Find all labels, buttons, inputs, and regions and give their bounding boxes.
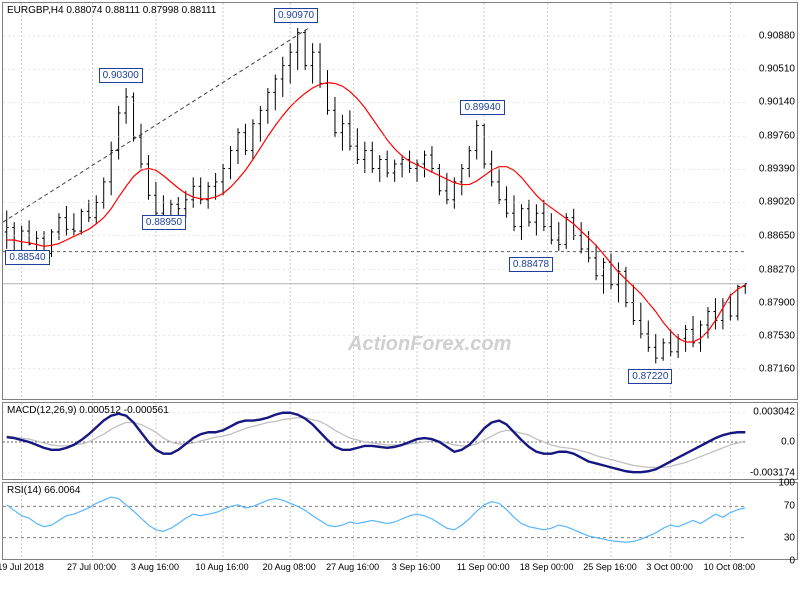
macd-label: MACD(12,26,9) <box>7 405 76 416</box>
y-tick: 0.89020 <box>759 197 795 208</box>
price-annotation: 0.90300 <box>99 68 143 83</box>
x-tick: 3 Aug 16:00 <box>131 562 179 572</box>
x-tick: 11 Sep 00:00 <box>457 562 510 572</box>
x-tick: 27 Aug 16:00 <box>326 562 379 572</box>
x-tick: 27 Jul 00:00 <box>67 562 116 572</box>
ohlc-close: 0.88111 <box>182 5 217 16</box>
y-axis-macd: -0.0031740.00.003042 <box>747 403 797 479</box>
watermark: ActionForex.com <box>348 333 511 356</box>
macd-val2: -0.000561 <box>124 405 169 416</box>
ohlc-open: 0.88074 <box>66 5 102 16</box>
rsi-plot-area[interactable] <box>3 483 747 559</box>
y-axis-rsi: 03070100 <box>747 483 797 559</box>
price-annotation: 0.89940 <box>460 100 504 115</box>
rsi-title: RSI(14) 66.0064 <box>7 485 80 496</box>
rsi-value: 66.0064 <box>44 485 80 496</box>
x-tick: 10 Oct 08:00 <box>704 562 756 572</box>
ohlc-low: 0.87998 <box>143 5 179 16</box>
timeframe-label: H4 <box>51 5 64 16</box>
y-tick: 0.87530 <box>759 330 795 341</box>
x-tick: 10 Aug 16:00 <box>196 562 249 572</box>
x-axis: 19 Jul 2018 27 Jul 00:00 3 Aug 16:00 10 Aug… <box>2 562 748 598</box>
y-tick: 0.90510 <box>759 64 795 75</box>
macd-title: MACD(12,26,9) 0.000512 -0.000561 <box>7 405 169 416</box>
y-tick: 0.87900 <box>759 297 795 308</box>
rsi-panel: RSI(14) 66.0064 03070100 <box>2 482 798 560</box>
price-annotation: 0.88540 <box>5 250 49 265</box>
y-tick: 0.90880 <box>759 31 795 42</box>
x-tick: 3 Oct 00:00 <box>646 562 693 572</box>
x-tick: 19 Jul 2018 <box>0 562 44 572</box>
x-tick: 18 Sep 00:00 <box>520 562 574 572</box>
macd-val1: 0.000512 <box>79 405 121 416</box>
price-annotation: 0.88478 <box>509 257 553 272</box>
price-annotation: 0.87220 <box>628 369 672 384</box>
y-tick: 0.88270 <box>759 264 795 275</box>
symbol-label: EURGBP <box>7 5 48 16</box>
y-tick: 70 <box>784 501 795 512</box>
rsi-svg <box>3 483 747 559</box>
price-annotation: 0.90970 <box>274 8 318 23</box>
y-tick: 0.0 <box>781 437 795 448</box>
ohlc-high: 0.88111 <box>105 5 140 16</box>
y-tick: 0.003042 <box>753 407 795 418</box>
panel-title: EURGBP,H4 0.88074 0.88111 0.87998 0.8811… <box>7 5 216 16</box>
y-tick: 0.89390 <box>759 164 795 175</box>
x-tick: 20 Aug 08:00 <box>263 562 316 572</box>
y-tick: 0.87160 <box>759 363 795 374</box>
y-tick: 0.89760 <box>759 131 795 142</box>
y-tick: 0 <box>789 556 795 567</box>
price-panel: EURGBP,H4 0.88074 0.88111 0.87998 0.8811… <box>2 2 798 400</box>
y-tick: 0.88650 <box>759 230 795 241</box>
macd-panel: MACD(12,26,9) 0.000512 -0.000561 -0.0031… <box>2 402 798 480</box>
price-annotation: 0.88950 <box>142 215 186 230</box>
x-tick: 25 Sep 16:00 <box>583 562 637 572</box>
y-tick: 0.90140 <box>759 97 795 108</box>
x-tick: 3 Sep 16:00 <box>392 562 441 572</box>
y-tick: 30 <box>784 532 795 543</box>
rsi-label: RSI(14) <box>7 485 41 496</box>
y-tick: 100 <box>778 478 795 489</box>
y-axis-main: 0.87160 0.87530 0.87900 0.88270 0.88650 0.890… <box>747 3 797 399</box>
